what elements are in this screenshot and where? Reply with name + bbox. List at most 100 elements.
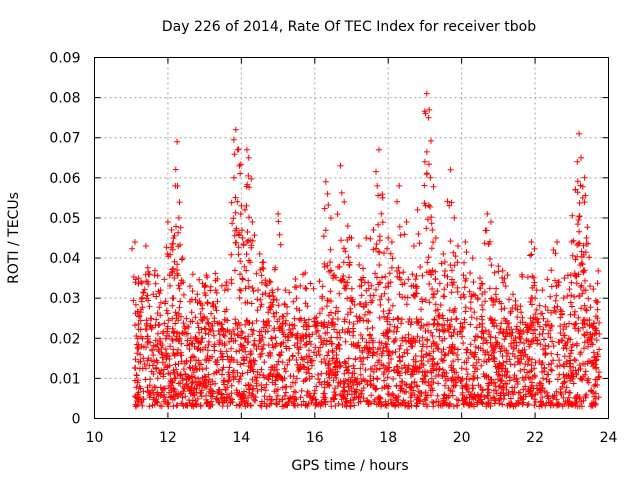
data-point [271, 313, 278, 320]
data-point [360, 265, 367, 272]
data-point [443, 370, 450, 377]
data-point [575, 240, 582, 247]
data-point [457, 320, 464, 327]
data-point [582, 394, 589, 401]
data-point [589, 359, 596, 366]
data-point [532, 398, 539, 405]
data-point [459, 375, 466, 382]
data-point [371, 384, 377, 391]
data-point [242, 299, 249, 306]
data-point [492, 387, 499, 394]
data-point [139, 402, 146, 409]
data-point [412, 358, 419, 365]
data-point [261, 400, 268, 407]
data-point [146, 382, 153, 389]
data-point [590, 286, 597, 293]
data-point [591, 383, 598, 389]
data-point [340, 384, 347, 391]
data-point-peak [236, 162, 243, 169]
data-point [169, 325, 176, 332]
data-point [566, 353, 573, 360]
data-point [475, 345, 482, 351]
data-point [514, 323, 520, 330]
data-point [388, 356, 394, 362]
data-point [212, 380, 219, 387]
data-point [576, 213, 583, 219]
data-point [510, 337, 517, 344]
data-point-peak [231, 174, 237, 181]
data-point [290, 325, 296, 332]
data-point [208, 387, 215, 394]
data-point [265, 342, 272, 349]
data-point [321, 390, 328, 397]
data-point [184, 323, 190, 330]
data-point [331, 272, 338, 279]
data-point [245, 333, 252, 340]
data-point [174, 261, 181, 268]
data-point [266, 278, 273, 285]
data-point [532, 359, 539, 366]
x-axis-label: GPS time / hours [291, 458, 408, 474]
data-point [163, 332, 170, 339]
data-point [132, 377, 138, 384]
data-point [402, 334, 408, 341]
data-point [341, 370, 348, 377]
data-point [167, 343, 174, 350]
data-point [177, 241, 183, 248]
data-point-peak [423, 90, 430, 97]
data-point [401, 280, 408, 287]
data-point [237, 401, 244, 408]
data-point [258, 346, 265, 353]
data-point [552, 297, 559, 304]
data-point [293, 357, 300, 363]
data-point [386, 351, 393, 358]
data-point [247, 367, 254, 374]
data-point [530, 374, 536, 380]
data-point [334, 316, 341, 322]
data-point [470, 351, 477, 358]
data-point [491, 323, 498, 330]
data-point [135, 401, 142, 408]
data-point [485, 241, 492, 247]
data-point [276, 231, 283, 238]
data-point [574, 189, 581, 196]
data-point [588, 341, 595, 348]
data-point [553, 388, 560, 395]
data-point [327, 259, 334, 266]
data-point [137, 326, 144, 333]
data-point [378, 210, 385, 217]
data-point-peak [260, 259, 267, 266]
data-point [527, 252, 533, 259]
data-point [132, 364, 139, 371]
data-point [233, 348, 240, 355]
data-point [157, 392, 164, 399]
data-point [219, 403, 226, 409]
data-point [143, 320, 150, 327]
data-point [236, 286, 243, 293]
data-point [382, 273, 389, 280]
data-point [271, 367, 278, 374]
x-tick-label: 14 [232, 430, 250, 446]
data-point [156, 369, 163, 376]
data-point-peak [528, 239, 535, 245]
data-point [579, 290, 586, 297]
data-point [180, 366, 187, 373]
data-point [459, 325, 466, 332]
data-point [153, 316, 160, 323]
data-point [552, 277, 558, 284]
data-point [204, 315, 211, 322]
data-point [242, 403, 249, 410]
data-point [356, 380, 363, 387]
data-point [176, 199, 183, 206]
data-point [376, 237, 383, 244]
data-point [160, 328, 167, 335]
data-point [327, 309, 334, 316]
data-point [565, 394, 572, 401]
data-point [302, 319, 309, 326]
data-point [320, 341, 327, 348]
data-point-peak [201, 283, 208, 290]
data-point [189, 378, 196, 385]
data-point [165, 403, 172, 410]
data-point [589, 389, 596, 396]
